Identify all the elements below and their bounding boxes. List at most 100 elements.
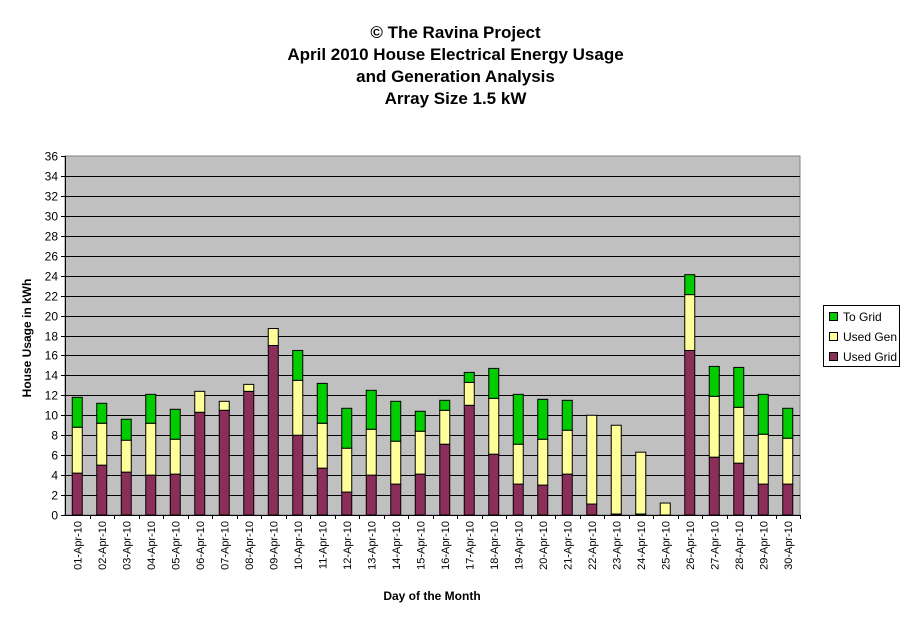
bar-used-gen bbox=[341, 447, 353, 493]
bar-used-grid bbox=[390, 483, 402, 516]
y-tick-label: 30 bbox=[45, 210, 59, 224]
title-line-4: Array Size 1.5 kW bbox=[384, 89, 527, 108]
bar-to-grid bbox=[341, 407, 353, 449]
bar-used-grid bbox=[757, 483, 769, 516]
y-tick-label: 0 bbox=[51, 509, 58, 523]
bar-used-grid bbox=[169, 473, 181, 516]
bar-to-grid bbox=[169, 408, 181, 440]
bar-to-grid bbox=[561, 399, 573, 431]
bar-used-gen bbox=[71, 426, 83, 474]
bar-used-gen bbox=[243, 383, 255, 392]
y-axis-label: House Usage in kWh bbox=[20, 279, 34, 398]
y-tick-label: 18 bbox=[45, 330, 59, 344]
bar-used-gen bbox=[659, 502, 671, 516]
y-tick-label: 12 bbox=[45, 389, 59, 403]
bar-used-gen bbox=[316, 422, 328, 469]
bar-used-gen bbox=[537, 438, 549, 486]
bar-to-grid bbox=[512, 393, 524, 445]
x-tick-label: 29-Apr-10 bbox=[758, 521, 770, 570]
y-tick-label: 20 bbox=[45, 310, 59, 324]
x-axis: 01-Apr-10 02-Apr-10 03-Apr-10 04-Apr-10 05-A… bbox=[65, 515, 801, 570]
y-tick-label: 2 bbox=[51, 489, 58, 503]
x-axis-label: Day of the Month bbox=[383, 589, 480, 603]
y-tick-label: 36 bbox=[45, 150, 59, 164]
bar-used-grid bbox=[561, 473, 573, 516]
bar-used-gen bbox=[757, 433, 769, 485]
bar-used-grid bbox=[120, 471, 132, 516]
title-line-2: April 2010 House Electrical Energy Usage bbox=[287, 45, 624, 64]
legend-item-to-grid: To Grid bbox=[829, 311, 882, 323]
bar-used-grid bbox=[218, 409, 230, 516]
legend-swatch-used-gen bbox=[829, 332, 838, 341]
bar-used-gen bbox=[782, 437, 794, 485]
legend-label-to-grid: To Grid bbox=[843, 310, 882, 324]
legend-item-used-grid: Used Grid bbox=[829, 351, 897, 363]
bar-used-grid bbox=[684, 349, 696, 516]
bar-used-grid bbox=[194, 411, 206, 516]
bar-used-grid bbox=[292, 434, 304, 516]
x-tick-label: 10-Apr-10 bbox=[293, 521, 305, 570]
x-tick-label: 06-Apr-10 bbox=[195, 521, 207, 570]
bar-used-grid bbox=[708, 456, 720, 516]
legend-label-used-gen: Used Gen bbox=[843, 330, 898, 344]
legend-swatch-to-grid bbox=[829, 312, 838, 321]
bar-used-gen bbox=[120, 439, 132, 473]
legend-label-used-grid: Used Grid bbox=[843, 350, 898, 364]
bar-used-gen bbox=[169, 438, 181, 475]
title-line-1: © The Ravina Project bbox=[370, 23, 541, 42]
x-tick-label: 11-Apr-10 bbox=[317, 521, 329, 569]
x-tick-label: 02-Apr-10 bbox=[97, 521, 109, 570]
bar-to-grid bbox=[782, 407, 794, 439]
x-tick-label: 18-Apr-10 bbox=[489, 521, 501, 570]
bar-to-grid bbox=[757, 393, 769, 435]
x-tick-label: 05-Apr-10 bbox=[170, 521, 182, 570]
bar-used-gen bbox=[561, 429, 573, 475]
x-tick-label: 15-Apr-10 bbox=[415, 521, 427, 570]
bar-used-gen bbox=[267, 328, 279, 346]
bar-used-gen bbox=[488, 397, 500, 455]
bar-used-grid bbox=[488, 453, 500, 516]
y-tick-label: 24 bbox=[45, 270, 59, 284]
x-tick-label: 04-Apr-10 bbox=[146, 521, 158, 570]
bar-to-grid bbox=[71, 396, 83, 428]
bar-used-gen bbox=[390, 440, 402, 485]
x-tick-label: 07-Apr-10 bbox=[219, 521, 231, 570]
y-tick-label: 34 bbox=[45, 170, 59, 184]
x-tick-label: 22-Apr-10 bbox=[587, 521, 599, 570]
bar-used-grid bbox=[71, 472, 83, 516]
x-tick-label: 26-Apr-10 bbox=[685, 521, 697, 570]
bar-used-gen bbox=[145, 422, 157, 476]
x-tick-label: 27-Apr-10 bbox=[709, 521, 721, 570]
y-tick-label: 14 bbox=[45, 369, 59, 383]
y-tick-label: 32 bbox=[45, 190, 59, 204]
y-tick-label: 4 bbox=[51, 469, 58, 483]
x-tick-label: 13-Apr-10 bbox=[366, 521, 378, 570]
bar-used-grid bbox=[267, 344, 279, 516]
bar-to-grid bbox=[733, 366, 745, 408]
bar-used-grid bbox=[414, 473, 426, 516]
bar-used-grid bbox=[316, 467, 328, 516]
bar-to-grid bbox=[365, 389, 377, 430]
bar-used-gen bbox=[292, 379, 304, 436]
bar-used-grid bbox=[537, 484, 549, 516]
y-tick-label: 10 bbox=[45, 409, 59, 423]
bar-to-grid bbox=[439, 399, 451, 411]
bar-used-grid bbox=[341, 491, 353, 516]
x-tick-label: 24-Apr-10 bbox=[636, 521, 648, 570]
x-tick-label: 23-Apr-10 bbox=[611, 521, 623, 570]
bar-to-grid bbox=[120, 418, 132, 441]
bar-to-grid bbox=[316, 382, 328, 424]
bar-used-gen bbox=[96, 422, 108, 466]
x-tick-label: 14-Apr-10 bbox=[391, 521, 403, 570]
x-tick-label: 01-Apr-10 bbox=[72, 521, 84, 570]
bar-to-grid bbox=[145, 393, 157, 424]
bar-used-gen bbox=[463, 381, 475, 406]
x-tick-label: 19-Apr-10 bbox=[513, 521, 525, 570]
bar-to-grid bbox=[684, 274, 696, 296]
bar-to-grid bbox=[414, 410, 426, 432]
legend-swatch-used-grid bbox=[829, 352, 838, 361]
bar-used-grid bbox=[512, 483, 524, 516]
bar-used-grid bbox=[145, 474, 157, 516]
